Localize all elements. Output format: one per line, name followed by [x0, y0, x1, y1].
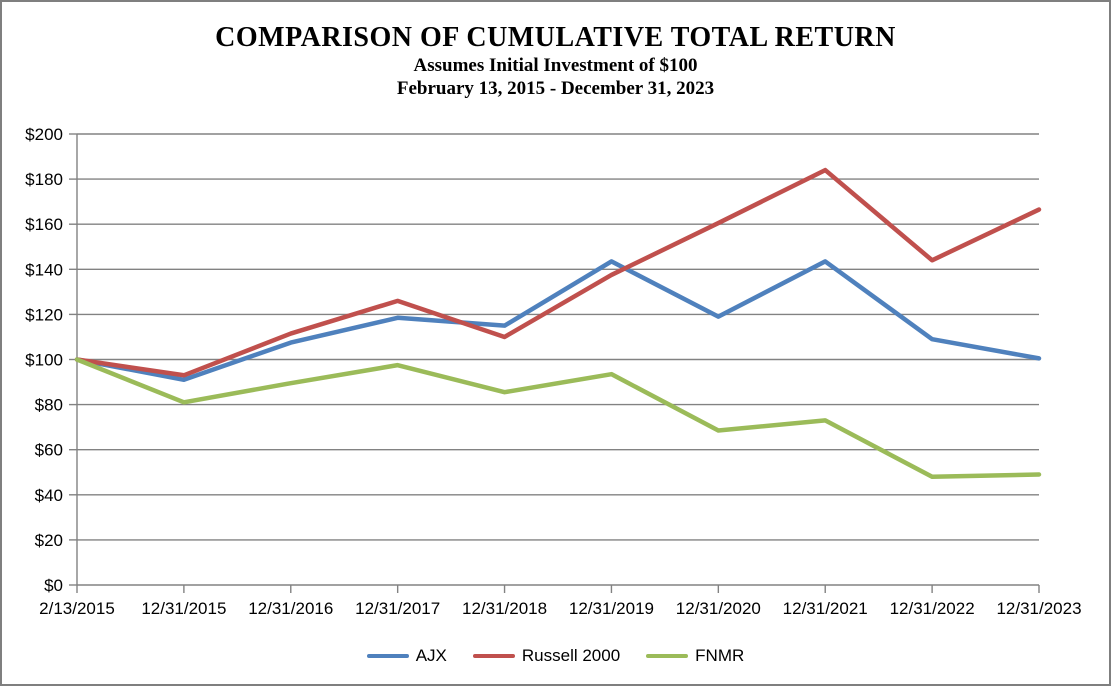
- x-axis-label: 12/31/2018: [462, 599, 547, 618]
- y-axis-label: $80: [35, 396, 63, 415]
- y-axis-label: $20: [35, 531, 63, 550]
- x-axis-label: 12/31/2021: [783, 599, 868, 618]
- chart-subtitle-daterange: February 13, 2015 - December 31, 2023: [396, 78, 715, 99]
- series-line-fnmr: [74, 357, 1042, 480]
- legend-label-russell-2000: Russell 2000: [521, 646, 621, 665]
- x-axis-label: 12/31/2015: [141, 599, 226, 618]
- x-axis-label: 2/13/2015: [39, 599, 115, 618]
- x-axis-label: 12/31/2016: [248, 599, 333, 618]
- y-axis-label: $140: [25, 260, 63, 279]
- title-block: COMPARISON OF CUMULATIVE TOTAL RETURN As…: [2, 22, 1109, 100]
- legend-swatch-russell-2000: [472, 653, 515, 659]
- legend: AJX Russell 2000 FNMR: [2, 646, 1109, 666]
- x-axis-label: 12/31/2020: [676, 599, 761, 618]
- legend-label-ajx: AJX: [415, 646, 447, 665]
- legend-item-ajx: AJX: [366, 646, 447, 666]
- legend-swatch-ajx: [366, 653, 409, 659]
- y-axis-label: $160: [25, 215, 63, 234]
- series-line-ajx: [74, 259, 1042, 383]
- x-axis-label: 12/31/2022: [890, 599, 975, 618]
- y-axis-label: $180: [25, 170, 63, 189]
- legend-swatch-fnmr: [646, 653, 689, 659]
- y-axis-label: $60: [35, 441, 63, 460]
- chart-subtitle-investment: Assumes Initial Investment of $100: [413, 55, 698, 76]
- legend-label-fnmr: FNMR: [695, 646, 745, 665]
- y-axis-label: $0: [44, 576, 63, 595]
- x-axis-label: 12/31/2017: [355, 599, 440, 618]
- chart-title: COMPARISON OF CUMULATIVE TOTAL RETURN: [215, 22, 896, 53]
- x-axis-label: 12/31/2019: [569, 599, 654, 618]
- y-axis-label: $40: [35, 486, 63, 505]
- x-axis-label: 12/31/2023: [996, 599, 1081, 618]
- legend-item-fnmr: FNMR: [646, 646, 744, 666]
- legend-item-russell-2000: Russell 2000: [472, 646, 621, 666]
- y-axis-label: $200: [25, 125, 63, 144]
- y-axis-label: $100: [25, 351, 63, 370]
- y-axis-label: $120: [25, 305, 63, 324]
- series-line-russell-2000: [74, 167, 1042, 378]
